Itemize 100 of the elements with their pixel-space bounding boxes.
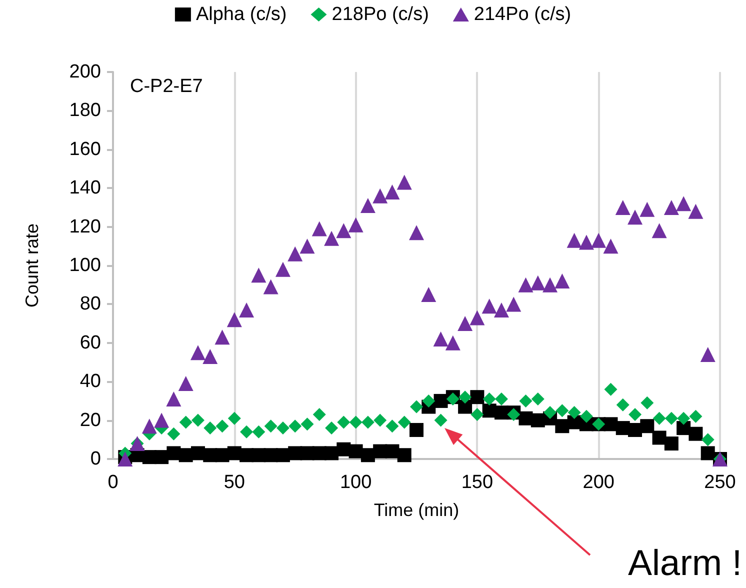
y-tick-label: 180 [69,100,101,122]
point [664,436,678,451]
point [324,230,340,246]
point [542,277,558,292]
point [700,347,716,362]
point [676,196,692,212]
point [409,225,424,240]
point [688,204,704,219]
point [556,404,569,418]
point [336,442,351,456]
point [276,422,290,435]
legend-label: 214Po (c/s) [474,4,572,25]
point [422,394,436,408]
point [154,412,170,428]
x-tick-label: 150 [461,472,494,493]
point [410,400,423,414]
point [701,433,714,446]
point [263,279,278,294]
point [179,416,192,429]
point [568,406,581,420]
point [615,200,630,215]
point [372,188,388,204]
point [275,262,290,277]
point [604,417,618,432]
point [506,296,522,312]
point [652,430,666,445]
point [410,422,424,437]
point [664,200,679,215]
point [166,392,182,407]
point [470,310,485,326]
point [494,302,509,318]
point [664,412,678,425]
point [264,420,278,433]
point [251,268,266,283]
point [555,419,570,434]
point [142,418,157,434]
x-tick-label: 250 [704,472,736,493]
point [445,335,460,350]
point [312,221,327,236]
point [204,422,217,435]
legend-label: Alpha (c/s) [196,4,287,25]
point [252,425,266,438]
point [240,425,254,438]
point [652,412,666,425]
point [178,376,194,392]
point [214,330,230,345]
point [652,223,667,238]
point [470,390,484,404]
y-tick-label: 100 [69,255,101,276]
point [518,277,534,292]
point [300,238,315,254]
point [360,198,376,214]
point [336,223,352,238]
x-tick-label: 50 [224,472,245,493]
point [374,414,387,427]
y-tick-label: 200 [69,62,101,82]
point [566,232,582,248]
point [167,427,180,440]
point [640,419,654,434]
point [397,448,412,462]
point [349,416,362,429]
point [348,217,364,232]
point [482,298,497,314]
point [603,238,618,254]
point [385,444,400,458]
point [337,416,350,429]
point [396,174,412,190]
y-axis-title: Count rate [22,223,42,308]
text: Alarm ! [628,542,742,584]
point [386,420,399,433]
x-tick-label: 200 [582,472,614,493]
y-tick-label: 60 [80,332,101,354]
y-tick-label: 20 [80,410,101,431]
point [578,234,594,250]
point [458,390,472,404]
point [202,348,218,364]
point [458,316,473,332]
point [616,398,630,412]
annotation: C-P2-E7 [130,76,203,98]
point [216,420,229,433]
point [494,392,508,406]
point [226,312,242,328]
legend-label: 218Po (c/s) [332,4,429,25]
point [554,273,570,288]
point [640,396,654,410]
point [470,408,484,421]
point [700,446,715,460]
point [361,416,374,429]
point [689,410,702,423]
point [544,406,557,420]
point [446,392,460,406]
point [300,418,314,431]
y-tick-label: 0 [90,448,101,470]
point [628,408,642,421]
point [530,275,546,290]
point [688,426,703,441]
point [312,408,326,421]
point [288,420,302,433]
point [531,392,544,406]
point [384,184,400,200]
